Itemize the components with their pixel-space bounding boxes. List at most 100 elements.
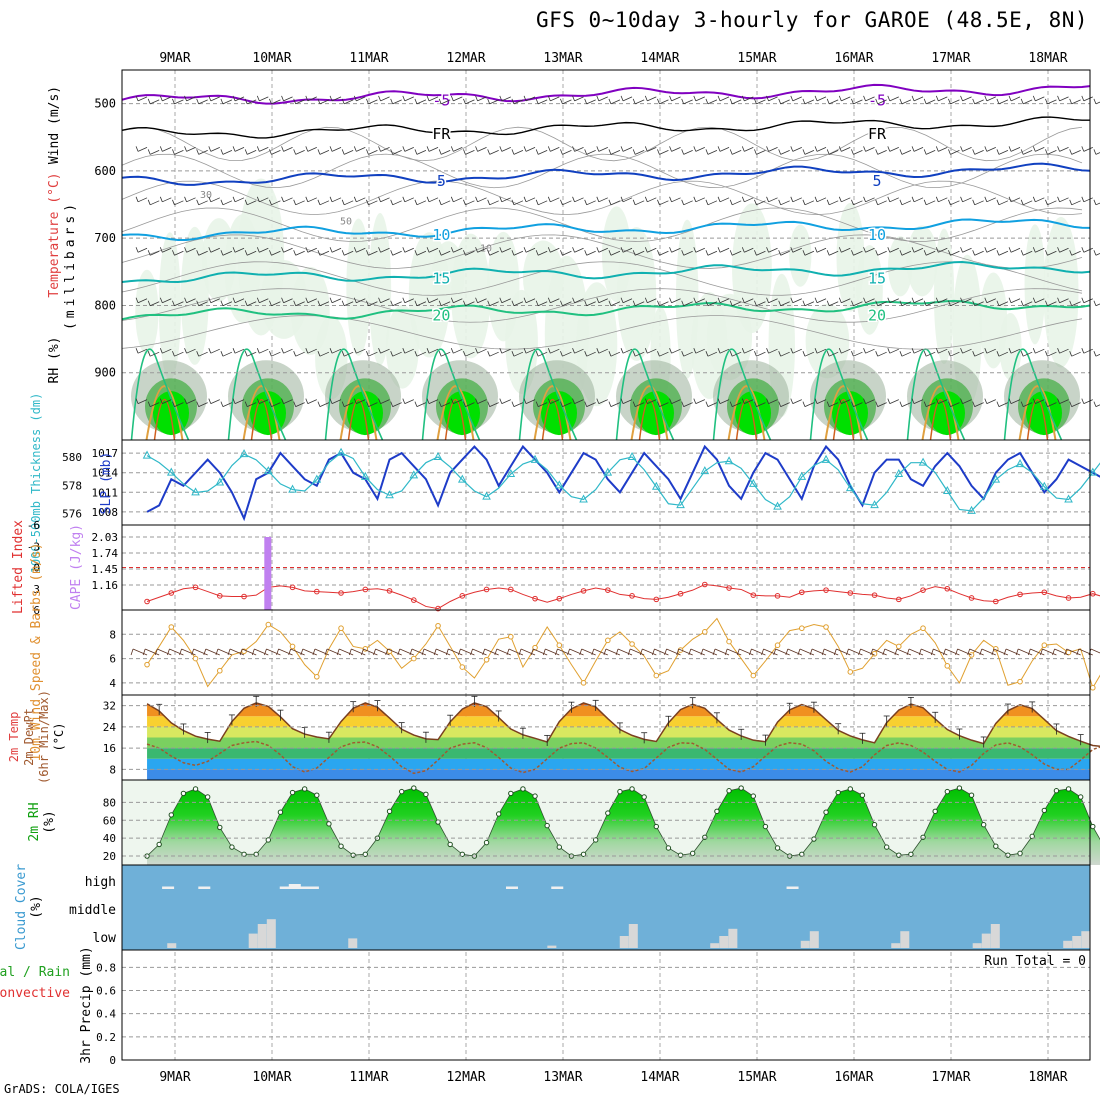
wind-barb-10m [239,648,257,656]
li-point [338,590,344,596]
cape-tick-label: 1.45 [92,563,119,576]
slp-tick-label: 1011 [92,486,119,499]
wind-speed-point [799,625,805,632]
wind-barb [232,348,245,354]
date-label-top: 13MAR [543,51,582,66]
li-tick-label: 0 [33,562,40,575]
wind-barb [644,348,657,354]
wind-barb [657,250,669,256]
ylabel-line: (°C) [52,723,66,752]
wind-barb [766,348,778,354]
wind-barb [184,95,196,102]
rh-point [980,822,987,828]
wind-barb [535,300,548,307]
rh-point [750,793,756,799]
rh-point [823,809,829,815]
wind-barb [147,98,160,105]
wind-barb-10m [300,648,317,656]
wind-barb [1020,250,1033,256]
wind-barb [657,149,669,155]
wind-barb [851,199,863,206]
wind-barb-10m [409,648,427,656]
wind-barb [1069,300,1081,307]
wind-barb-10m [385,648,402,656]
wind-barb [293,300,305,307]
wind-barb [608,250,621,256]
li-point [483,586,490,593]
rh-point [908,851,914,857]
wind-barb [899,199,912,206]
wind-barb [281,247,293,253]
wind-barb [438,401,451,408]
wind-barb-10m [179,648,196,656]
wind-barb [1020,351,1033,357]
wind-barb [632,351,645,357]
wind-barb [972,300,984,307]
pressure-tick-label: 900 [94,366,116,380]
wind-barb [693,146,705,152]
wind-barb [232,297,245,304]
wind-barb [996,149,1009,155]
wind-barb [159,247,172,253]
wind-speed-point [702,629,708,635]
wind-barb-10m [421,648,439,656]
wind-barb [705,199,718,206]
wind-barb-10m [191,648,208,656]
cloud-high-bar [288,884,301,889]
wind-barb [353,146,366,152]
wind-barb [378,146,390,152]
rh-point [1090,823,1096,830]
wind-barb [1020,98,1033,105]
wind-barb [584,401,596,408]
wind-barb [547,398,560,405]
wind-barb [632,199,645,206]
wind-barb [147,351,160,357]
wind-barb [450,196,463,203]
wind-barb-10m [276,648,293,656]
rh-point [483,839,490,846]
temperature-axis-title: Temperature (°C) [47,172,62,297]
wind-barb [184,297,196,304]
wind-barb [172,300,184,307]
cape-tick-label: 1.16 [92,579,119,592]
wind-barb-10m [858,648,875,656]
wind-barb [560,199,572,206]
wind-barb [305,348,317,354]
wind-barb [547,146,560,152]
wind-barb [754,250,766,256]
wind-barb [729,401,742,408]
wind-barb [984,146,996,152]
wind-barb [487,401,499,408]
cloud-low-bar [547,945,557,948]
wind-barb [475,146,487,152]
wind-barb-10m [991,648,1009,656]
wind-barb [1069,351,1081,357]
wind-barb [802,199,815,206]
wind-barb [172,149,184,155]
wind-barb [172,250,184,256]
temp-contour-20 [324,348,384,441]
wind-barb [244,199,257,206]
wind-barb [220,98,233,105]
wind-barb [887,297,899,304]
surface-temp-contour [832,399,855,441]
wind-barb [535,149,548,155]
wind-barb-10m [882,648,899,656]
rh-point [689,850,696,857]
wind-barb [802,351,815,357]
wind-barb [159,348,172,354]
wind-barb [790,398,802,405]
wind-barb-10m [821,648,839,656]
rh-point [277,809,284,815]
wind-barb-10m [445,648,463,656]
wind-barb [1093,250,1100,256]
temp-contour-label: 15 [868,270,886,288]
wind-barb [899,149,912,155]
ylabel-line: (%) [29,895,44,918]
thickness-point [967,505,976,514]
wind-barb-10m [373,648,390,656]
wind-barb [281,196,293,203]
wind-barb [475,247,487,253]
wind-speed-point [1090,684,1096,691]
wind-barb [596,196,608,203]
